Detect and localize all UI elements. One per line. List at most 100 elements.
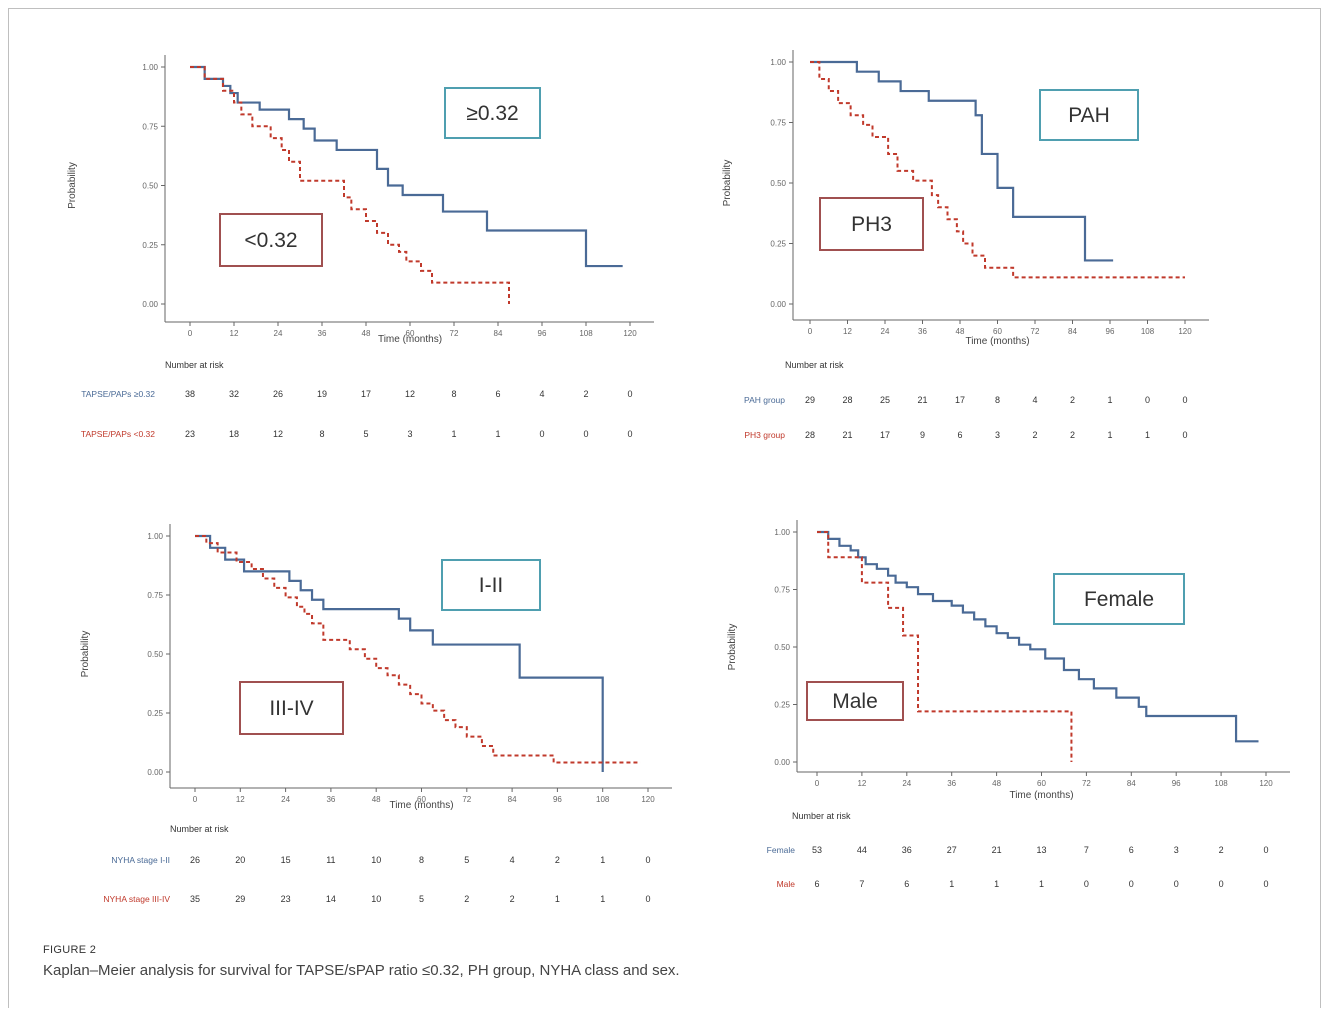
x-tick-label: 36: [947, 779, 956, 788]
risk-count: 3: [995, 430, 1000, 440]
y-tick-label: 0.00: [147, 768, 163, 777]
risk-count: 23: [281, 894, 291, 904]
risk-table-title: Number at risk: [792, 811, 851, 821]
x-tick-label: 108: [579, 329, 593, 338]
risk-count: 1: [1107, 395, 1112, 405]
risk-count: 1: [994, 879, 999, 889]
risk-row-label: PH3 group: [744, 430, 785, 440]
risk-count: 44: [857, 845, 867, 855]
y-axis-title: Probability: [67, 162, 78, 209]
risk-count: 1: [1145, 430, 1150, 440]
km-curve-solid: [810, 60, 1114, 262]
x-tick-label: 96: [1172, 779, 1181, 788]
callout-box: [219, 213, 323, 267]
risk-count: 3: [407, 429, 412, 439]
risk-count: 1: [949, 879, 954, 889]
risk-count: 6: [814, 879, 819, 889]
risk-count: 19: [317, 389, 327, 399]
risk-row-label: TAPSE/PAPs <0.32: [81, 429, 155, 439]
y-tick-label: 0.00: [774, 758, 790, 767]
risk-count: 0: [1263, 879, 1268, 889]
risk-count: 6: [1129, 845, 1134, 855]
x-axis-title: Time (months): [378, 334, 442, 345]
risk-count: 0: [1174, 879, 1179, 889]
risk-count: 2: [583, 389, 588, 399]
risk-count: 14: [326, 894, 336, 904]
x-tick-label: 12: [843, 327, 852, 336]
risk-count: 21: [842, 430, 852, 440]
risk-row-label: NYHA stage I-II: [111, 855, 170, 865]
x-tick-label: 24: [274, 329, 283, 338]
risk-count: 4: [539, 389, 544, 399]
risk-count: 0: [1145, 395, 1150, 405]
risk-count: 6: [904, 879, 909, 889]
y-tick-label: 0.00: [770, 300, 786, 309]
callout-box: [1053, 573, 1185, 625]
risk-count: 10: [371, 855, 381, 865]
risk-count: 0: [627, 429, 632, 439]
risk-count: 4: [510, 855, 515, 865]
risk-count: 38: [185, 389, 195, 399]
km-chart-nyha-class: 0.000.250.500.751.000 12 24 36 48 60 72 84 96 108…: [80, 524, 672, 904]
risk-count: 2: [1070, 430, 1075, 440]
x-tick-label: 48: [992, 779, 1001, 788]
x-tick-label: 84: [494, 329, 503, 338]
risk-count: 10: [371, 894, 381, 904]
x-tick-label: 120: [623, 329, 637, 338]
x-tick-label: 60: [417, 795, 426, 804]
km-curve-dashed: [810, 61, 1185, 279]
risk-count: 0: [1263, 845, 1268, 855]
x-tick-label: 12: [857, 779, 866, 788]
risk-count: 5: [419, 894, 424, 904]
callout-box: [806, 681, 904, 721]
callout-label: III-IV: [269, 697, 313, 720]
y-tick-label: 1.00: [142, 63, 158, 72]
y-tick-label: 0.25: [142, 241, 158, 250]
risk-count: 1: [1039, 879, 1044, 889]
risk-count: 29: [235, 894, 245, 904]
risk-count: 8: [419, 855, 424, 865]
risk-count: 35: [190, 894, 200, 904]
risk-count: 2: [1219, 845, 1224, 855]
risk-count: 12: [273, 429, 283, 439]
risk-count: 0: [645, 894, 650, 904]
x-tick-label: 72: [450, 329, 459, 338]
risk-count: 5: [363, 429, 368, 439]
x-tick-label: 108: [1214, 779, 1228, 788]
x-tick-label: 96: [553, 795, 562, 804]
callout-box: [239, 681, 344, 735]
km-curve-dashed: [195, 535, 641, 764]
risk-table-title: Number at risk: [170, 824, 229, 834]
figure-frame: [8, 8, 1321, 1008]
risk-count: 2: [555, 855, 560, 865]
y-tick-label: 0.25: [147, 709, 163, 718]
risk-count: 7: [1084, 845, 1089, 855]
risk-count: 9: [920, 430, 925, 440]
risk-count: 1: [600, 855, 605, 865]
y-tick-label: 0.75: [147, 591, 163, 600]
y-axis-title: Probability: [80, 631, 91, 678]
risk-row-label: Male: [777, 879, 796, 889]
x-tick-label: 108: [1141, 327, 1155, 336]
callout-box: [819, 197, 924, 251]
risk-count: 8: [995, 395, 1000, 405]
callout-box: [1039, 89, 1139, 141]
y-tick-label: 0.50: [142, 182, 158, 191]
callout-label: I-II: [479, 574, 504, 597]
risk-count: 0: [1084, 879, 1089, 889]
callout-label: ≥0.32: [466, 102, 518, 125]
y-axis-title: Probability: [722, 160, 733, 207]
risk-count: 7: [859, 879, 864, 889]
y-tick-label: 1.00: [770, 58, 786, 67]
x-tick-label: 36: [918, 327, 927, 336]
risk-count: 36: [902, 845, 912, 855]
risk-count: 17: [361, 389, 371, 399]
risk-count: 0: [1129, 879, 1134, 889]
callout-label: PAH: [1068, 104, 1110, 127]
callout-box: [444, 87, 541, 139]
y-tick-label: 0.00: [142, 300, 158, 309]
km-curve-solid: [190, 65, 623, 268]
callout-label: Female: [1084, 588, 1154, 611]
risk-count: 29: [805, 395, 815, 405]
risk-count: 1: [495, 429, 500, 439]
